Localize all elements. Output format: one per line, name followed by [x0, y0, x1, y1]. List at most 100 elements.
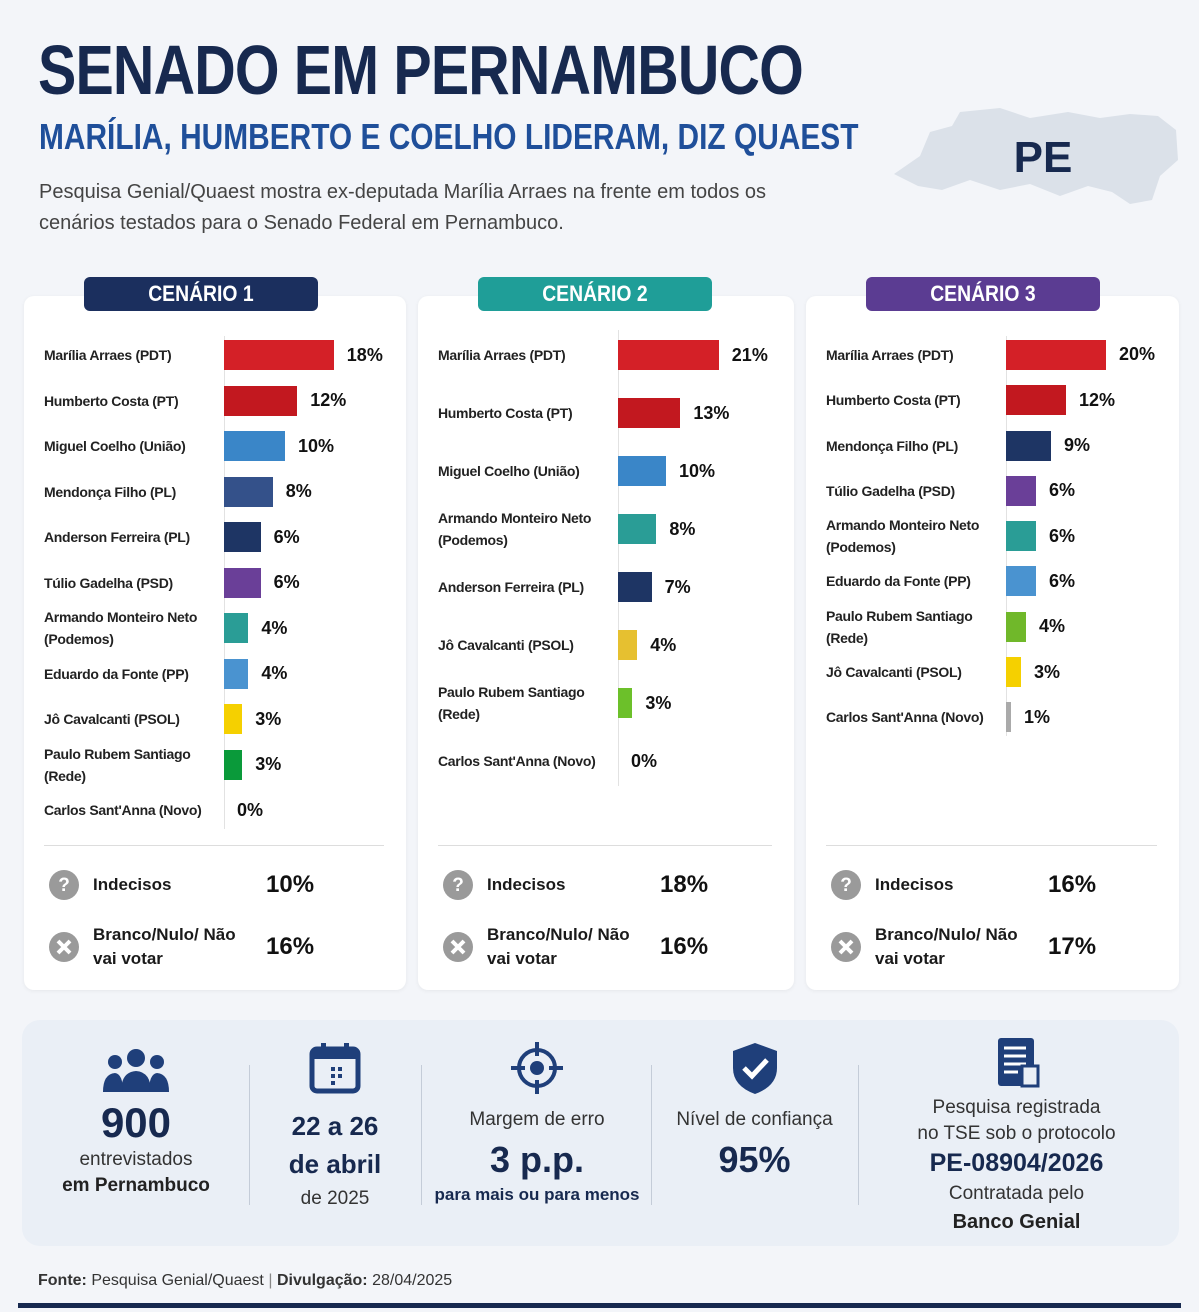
bar-row: Jô Cavalcanti (PSOL) 3%: [826, 649, 1169, 694]
value-label: 6%: [1049, 570, 1076, 591]
bar: [618, 688, 633, 718]
bar: [1006, 702, 1011, 733]
category-label: Humberto Costa (PT): [438, 405, 573, 421]
bottom-rule: [18, 1303, 1181, 1308]
date: 28/04/2025: [372, 1272, 453, 1289]
bar-row: Armando Monteiro Neto (Podemos) 4%: [44, 605, 396, 651]
bar: [1006, 611, 1026, 642]
registry-stat: Pesquisa registrada no TSE sob o protoco…: [864, 1036, 1169, 1235]
bar-row: Miguel Coelho (União) 10%: [44, 423, 396, 469]
separator: |: [268, 1272, 273, 1289]
bar: [1006, 475, 1036, 506]
value-label: 21%: [731, 344, 768, 365]
bar: [618, 572, 652, 602]
bar-row: Eduardo da Fonte (PP) 6%: [826, 559, 1169, 604]
bar-row: Paulo Rubem Santiago (Rede) 3%: [438, 674, 784, 732]
value-label: 4%: [261, 617, 288, 638]
chart-title-badge: CENÁRIO 2: [478, 277, 712, 311]
value-label: 8%: [285, 481, 312, 501]
sample-text: entrevistados: [79, 1149, 193, 1170]
icon: [49, 932, 79, 962]
bar: [224, 658, 249, 689]
confidence-stat: Nível de confiança 95%: [657, 1040, 852, 1185]
svg-text:?: ?: [58, 875, 70, 896]
category-label: Anderson Ferreira (PL): [438, 579, 584, 595]
margin-stat: Margem de erro 3 p.p. para mais ou para …: [427, 1040, 647, 1205]
svg-text:?: ?: [452, 875, 464, 896]
category-label: Jô Cavalcanti (PSOL): [438, 637, 574, 653]
bar: [224, 567, 261, 598]
dates-text: 22 a 26: [291, 1111, 379, 1141]
category-label: Humberto Costa (PT): [44, 392, 179, 409]
bar-row: Túlio Gadelha (PSD) 6%: [826, 468, 1169, 513]
bar-row: Mendonça Filho (PL) 8%: [44, 469, 396, 515]
registry-sponsor: Banco Genial: [952, 1211, 1081, 1233]
people-icon: [103, 1049, 169, 1092]
value-label: 0%: [631, 750, 658, 771]
value-label: 10%: [298, 435, 335, 456]
other-value: 16%: [266, 933, 315, 960]
bar-row: Humberto Costa (PT) 12%: [44, 378, 396, 424]
bar-row: Paulo Rubem Santiago (Rede) 4%: [826, 604, 1169, 649]
category-label: Humberto Costa (PT): [826, 392, 961, 409]
bar: [224, 704, 243, 734]
category-label: Eduardo da Fonte (PP): [826, 573, 971, 590]
subtitle: MARÍLIA, HUMBERTO E COELHO LIDERAM, DIZ …: [39, 116, 859, 157]
category-label: Túlio Gadelha (PSD): [44, 574, 173, 591]
category-label: Marília Arraes (PDT): [44, 347, 172, 363]
bar-row: Humberto Costa (PT) 12%: [826, 378, 1169, 423]
chart-title-badge: CENÁRIO 3: [866, 277, 1100, 311]
bar-row: Armando Monteiro Neto (Podemos) 6%: [826, 514, 1169, 559]
value-label: 12%: [310, 390, 347, 410]
dates-stat: 22 a 26 de abril de 2025: [255, 1040, 415, 1215]
bar: [618, 630, 638, 660]
value-label: 7%: [664, 576, 691, 597]
value-label: 3%: [645, 692, 672, 713]
sample-stat: 900 entrevistados em Pernambuco: [36, 1046, 236, 1199]
chart-card: Marília Arraes (PDT) 18% Humberto Costa (P…: [24, 296, 406, 990]
axis-line: [618, 330, 619, 786]
bar-row: Jô Cavalcanti (PSOL) 3%: [44, 696, 396, 742]
bar-row: Túlio Gadelha (PSD) 6%: [44, 560, 396, 606]
category-label: Miguel Coelho (União): [44, 438, 186, 454]
category-label: Túlio Gadelha (PSD): [826, 482, 955, 499]
bar-row: Carlos Sant'Anna (Novo) 1%: [826, 695, 1169, 740]
bar-row: Eduardo da Fonte (PP) 4%: [44, 651, 396, 697]
value-label: 13%: [693, 402, 730, 423]
stats-panel: 900 entrevistados em Pernambuco 22 a 26 …: [22, 1020, 1179, 1246]
value-label: 20%: [1119, 344, 1156, 365]
other-value: 16%: [660, 933, 709, 960]
value-label: 8%: [669, 518, 696, 539]
icon: [443, 932, 473, 962]
other-row: ? Indecisos 10%: [49, 865, 314, 905]
registry-text: Pesquisa registrada: [932, 1097, 1101, 1118]
value-label: 4%: [261, 663, 288, 683]
other-label: Indecisos: [875, 875, 954, 894]
map-shape: [894, 108, 1178, 204]
other-value: 10%: [266, 871, 315, 898]
value-label: 1%: [1024, 706, 1051, 727]
other-row: Branco/Nulo/ Não vai votar 16%: [49, 925, 315, 968]
category-label: Marília Arraes (PDT): [438, 347, 566, 363]
bar-row: Marília Arraes (PDT) 20%: [826, 332, 1169, 377]
category-label: Carlos Sant'Anna (Novo): [438, 753, 596, 769]
chart-card: Marília Arraes (PDT) 21% Humberto Costa (P…: [418, 296, 794, 990]
category-label: Armando Monteiro Neto (Podemos): [44, 609, 198, 647]
margin-value: 3 p.p.: [489, 1139, 584, 1180]
bar-row: Marília Arraes (PDT) 21%: [438, 326, 784, 384]
confidence-value: 95%: [718, 1139, 791, 1180]
bar: [1006, 339, 1106, 370]
other-row: ? Indecisos 18%: [443, 865, 708, 905]
category-label: Mendonça Filho (PL): [44, 483, 176, 500]
bar-row: Mendonça Filho (PL) 9%: [826, 423, 1169, 468]
confidence-label: Nível de confiança: [676, 1109, 833, 1130]
other-label: Indecisos: [487, 875, 566, 894]
value-label: 9%: [1064, 435, 1091, 456]
divider: [858, 1065, 859, 1205]
icon: ?: [831, 870, 861, 900]
bar: [618, 398, 681, 428]
sample-text: em Pernambuco: [62, 1175, 210, 1196]
other-label: Branco/Nulo/ Não vai votar: [93, 925, 236, 968]
other-row: Branco/Nulo/ Não vai votar 17%: [831, 925, 1096, 968]
document-icon: [997, 1038, 1039, 1088]
